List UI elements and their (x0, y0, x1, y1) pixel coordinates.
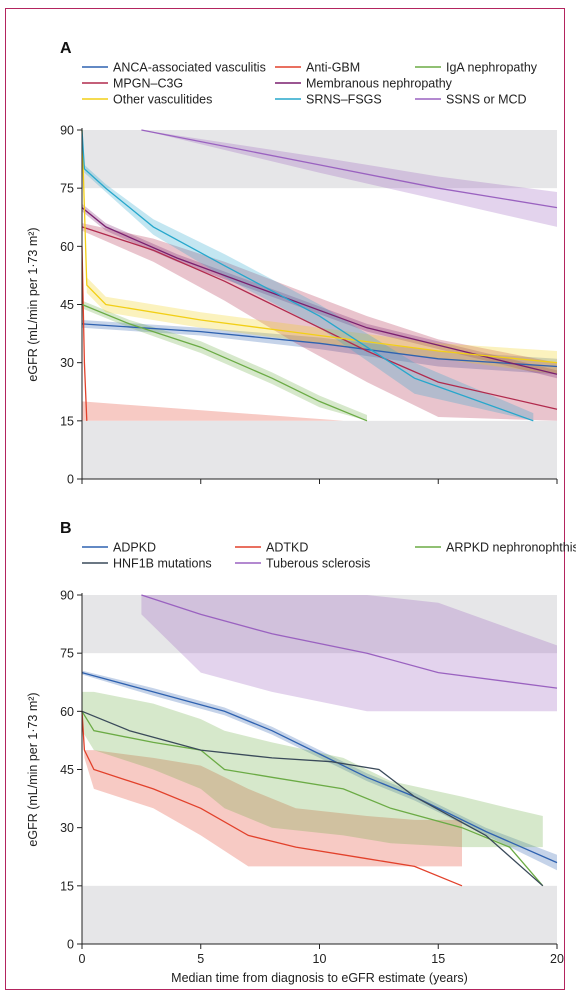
legend-item-arpkd-nephronophthisis: ARPKD nephronophthisis (415, 541, 576, 555)
legend-item-adpkd: ADPKD (82, 541, 156, 555)
legend-label: ANCA-associated vasculitis (113, 61, 266, 75)
y-tick-label: 75 (60, 182, 74, 196)
y-axis-label: eGFR (mL/min per 1·73 m²) (26, 692, 40, 846)
legend-label: Tuberous sclerosis (266, 557, 370, 571)
band-adtkd (82, 711, 462, 867)
reference-band (82, 420, 557, 479)
legend-item-tuberous-sclerosis: Tuberous sclerosis (235, 557, 370, 571)
legend-label: Anti-GBM (306, 61, 360, 75)
y-tick-label: 75 (60, 647, 74, 661)
series-line-other-vasculitides (81, 129, 558, 364)
legend-item-srns-fsgs: SRNS–FSGS (275, 93, 382, 107)
band-ssns-or-mcd (141, 130, 557, 227)
legend-label: SRNS–FSGS (306, 93, 382, 107)
legend-label: IgA nephropathy (446, 61, 538, 75)
series-line-hnf1b-mutations (81, 710, 544, 887)
legend-label: MPGN–C3G (113, 77, 183, 91)
y-tick-label: 45 (60, 763, 74, 777)
band-anti-gbm (82, 401, 344, 421)
series-line-ssns-or-mcd (141, 129, 558, 209)
reference-band (82, 130, 557, 189)
panel-letter: A (60, 40, 72, 57)
legend-item-ssns-or-mcd: SSNS or MCD (415, 93, 527, 107)
legend-label: SSNS or MCD (446, 93, 527, 107)
legend-item-other-vasculitides: Other vasculitides (82, 93, 212, 107)
reference-band (82, 885, 557, 944)
legend-label: ADTKD (266, 541, 308, 555)
y-tick-label: 60 (60, 240, 74, 254)
series-line-anca-associated-vasculitis (81, 323, 558, 368)
series-line-adpkd (81, 671, 558, 864)
legend-label: Membranous nephropathy (306, 77, 453, 91)
chart-panel-b: B ADPKD ADTKD ARPKD nephronophthisis HNF1B m… (26, 520, 576, 985)
y-tick-label: 15 (60, 879, 74, 893)
legend-label: HNF1B mutations (113, 557, 212, 571)
y-tick-label: 90 (60, 589, 74, 603)
legend-item-anti-gbm: Anti-GBM (275, 61, 360, 75)
legend-item-adtkd: ADTKD (235, 541, 308, 555)
series-line-adtkd (81, 711, 463, 887)
band-tuberous-sclerosis (141, 595, 557, 712)
x-tick-label: 15 (431, 952, 445, 966)
legend-item-mpgn-c3g: MPGN–C3G (82, 77, 183, 91)
legend-item-iga-nephropathy: IgA nephropathy (415, 61, 538, 75)
panel-letter: B (60, 520, 72, 537)
series-line-membranous-nephropathy (81, 207, 558, 375)
band-mpgn-c3g (82, 223, 557, 421)
legend-label: Other vasculitides (113, 93, 212, 107)
x-tick-label: 5 (197, 952, 204, 966)
x-tick-label: 20 (550, 952, 564, 966)
band-membranous-nephropathy (82, 203, 557, 379)
legend-item-anca-associated-vasculitis: ANCA-associated vasculitis (82, 61, 266, 75)
y-tick-label: 15 (60, 414, 74, 428)
y-tick-label: 0 (67, 473, 74, 487)
band-iga-nephropathy (82, 300, 367, 421)
y-tick-label: 30 (60, 356, 74, 370)
x-axis-label: Median time from diagnosis to eGFR estim… (171, 971, 468, 985)
figure-frame (5, 8, 565, 990)
series-line-arpkd-nephronophthisis (81, 710, 544, 887)
y-tick-label: 45 (60, 298, 74, 312)
y-axis-label: eGFR (mL/min per 1·73 m²) (26, 227, 40, 381)
y-tick-label: 90 (60, 124, 74, 138)
series-line-mpgn-c3g (81, 226, 558, 410)
series-line-anti-gbm (81, 246, 88, 421)
legend-label: ADPKD (113, 541, 156, 555)
band-other-vasculitides (82, 130, 557, 375)
legend-item-hnf1b-mutations: HNF1B mutations (82, 557, 212, 571)
series-line-tuberous-sclerosis (141, 594, 558, 689)
legend-label: ARPKD nephronophthisis (446, 541, 576, 555)
band-anca-associated-vasculitis (82, 320, 557, 375)
series-line-iga-nephropathy (81, 303, 368, 422)
x-tick-label: 0 (79, 952, 86, 966)
y-tick-label: 0 (67, 938, 74, 952)
legend-item-membranous-nephropathy: Membranous nephropathy (275, 77, 453, 91)
band-arpkd-nephronophthisis (82, 691, 543, 848)
y-tick-label: 60 (60, 705, 74, 719)
chart-panel-a: A ANCA-associated vasculitis Anti-GBM IgA n… (26, 40, 558, 487)
x-tick-label: 10 (313, 952, 327, 966)
series-line-srns-fsgs (81, 129, 534, 422)
y-tick-label: 30 (60, 821, 74, 835)
